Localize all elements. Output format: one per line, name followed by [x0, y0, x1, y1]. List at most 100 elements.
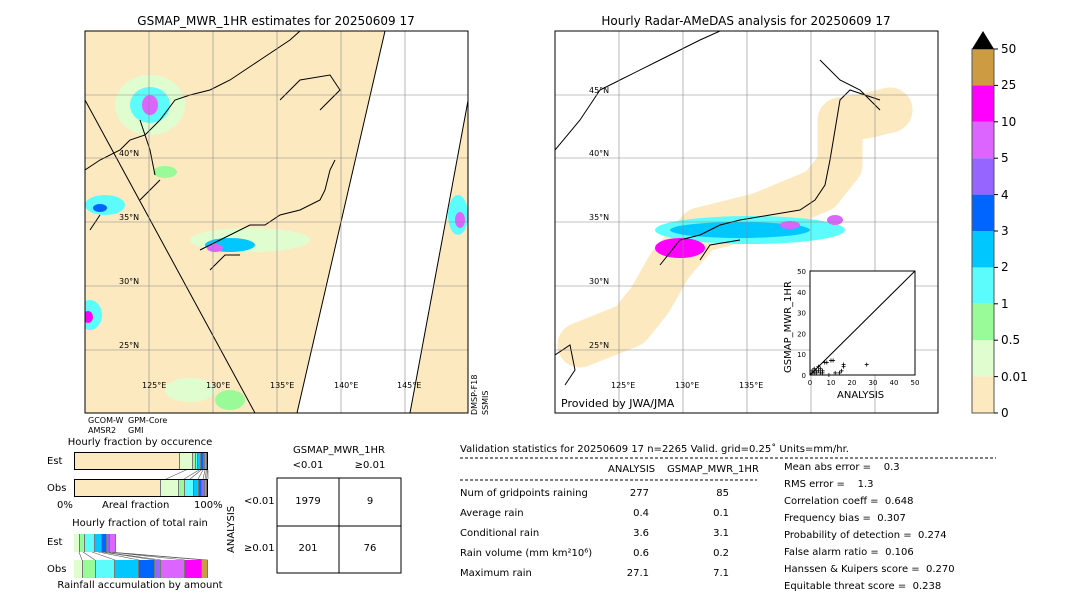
row-label-obs: Obs	[47, 564, 67, 575]
sensor-label: AMSR2	[88, 426, 117, 435]
bar-segment	[205, 453, 207, 469]
colorbar-label: 3	[1001, 224, 1009, 238]
data-credit: Provided by JWA/JMA	[561, 397, 675, 410]
lat-label: 40°N	[119, 149, 140, 158]
bar-segment	[198, 453, 202, 469]
colorbar-band	[972, 85, 994, 122]
side-sensor-label: SSMIS	[481, 390, 490, 416]
bar-connector	[103, 551, 162, 561]
scatter-point	[820, 370, 825, 375]
lat-label: 35°N	[589, 213, 610, 222]
bar-segment	[178, 480, 186, 496]
row-label: ≥0.01	[244, 543, 275, 554]
stat-value: 0.1	[713, 508, 729, 519]
bar-segment	[115, 560, 139, 578]
cell-hit: 76	[363, 543, 377, 554]
x-tick-label: 50	[911, 379, 920, 387]
bar-connector	[82, 551, 96, 561]
colorbar-label: 1	[1001, 296, 1009, 311]
colorbar-band	[972, 231, 994, 268]
cell-correct-negative: 1979	[295, 496, 321, 507]
stats-title: Validation statistics for 20250609 17 n=…	[460, 444, 849, 455]
colorbar-label: 0.01	[1001, 369, 1028, 384]
obs-rain-bar	[74, 560, 208, 578]
colorbar-label: 5	[1001, 151, 1009, 166]
y-tick-label: 10	[797, 351, 806, 359]
bar-segment	[95, 560, 116, 578]
lat-label: 30°N	[119, 277, 140, 286]
lon-label: 135°E	[270, 381, 295, 390]
stat-value: 27.1	[626, 568, 649, 579]
bar-segment	[154, 560, 162, 578]
colorbar-extend-arrow	[972, 31, 994, 49]
bar-connector	[206, 469, 208, 480]
y-tick-label: 20	[797, 330, 806, 338]
stat-value: 0.2	[713, 548, 729, 559]
swath-edge	[85, 99, 256, 413]
right-map-frame	[554, 30, 939, 414]
bar-connector	[183, 469, 200, 480]
colorbar-label: 0	[1001, 406, 1009, 420]
stat-value: 3.1	[713, 528, 729, 539]
lon-label: 145°E	[397, 381, 422, 390]
stat-label: Maximum rain	[460, 568, 532, 579]
bar-segment	[94, 534, 102, 552]
colorbar	[971, 31, 998, 414]
bar-segment	[184, 560, 203, 578]
gridlines	[85, 31, 468, 413]
obs-occurrence-bar	[74, 479, 208, 497]
stat-value: 277	[629, 488, 649, 499]
sensor-label: GPM-Core	[128, 416, 168, 425]
bar-connector	[78, 551, 83, 561]
colorbar-band	[972, 376, 994, 413]
x-tick-label: 20	[848, 379, 857, 387]
contingency-title: GSMAP_MWR_1HR	[293, 445, 385, 456]
bar-segment	[203, 453, 206, 469]
score: False alarm ratio = 0.106	[784, 547, 914, 558]
bar-segment	[138, 560, 155, 578]
bar-segment	[74, 560, 83, 578]
stats-col-header: GSMAP_MWR_1HR	[667, 464, 759, 475]
row-label-est: Est	[47, 537, 63, 548]
score: Mean abs error = 0.3	[784, 462, 900, 473]
bar-segment	[199, 480, 203, 496]
colorbar-band	[972, 49, 994, 86]
right-map-title: Hourly Radar-AMeDAS analysis for 2025060…	[601, 14, 891, 28]
scatter-xlabel: ANALYSIS	[837, 390, 885, 401]
bar-connector	[189, 469, 202, 480]
stat-label: Num of gridpoints raining	[460, 488, 588, 499]
lon-label: 130°E	[206, 381, 231, 390]
scatter-point	[816, 368, 821, 373]
lat-label: 30°N	[589, 277, 610, 286]
scatter-point	[824, 360, 829, 365]
bar-segment	[185, 480, 194, 496]
scatter-point	[839, 368, 844, 373]
colorbar-band	[972, 267, 994, 304]
tick-100: 100%	[194, 500, 223, 511]
scatter-ylabel: GSMAP_MWR_1HR	[783, 281, 794, 373]
bar-segment	[161, 560, 185, 578]
lat-label: 40°N	[589, 149, 610, 158]
bar-segment	[202, 560, 208, 578]
side-sensor-label: DMSP-F18	[470, 374, 479, 415]
x-tick-label: 10	[827, 379, 836, 387]
lat-label: 45°N	[589, 86, 610, 95]
colorbar-band	[972, 303, 994, 341]
stats-col-header: ANALYSIS	[608, 464, 656, 475]
stat-value: 7.1	[713, 568, 729, 579]
bar-connectors	[78, 469, 209, 561]
col-label: ≥0.01	[354, 460, 386, 471]
total-rain-title: Hourly fraction of total rain	[72, 518, 208, 529]
scatter-point	[812, 368, 817, 373]
one-to-one-line	[809, 270, 916, 376]
est-occurrence-bar	[74, 452, 208, 470]
bar-segment	[201, 453, 204, 469]
left-map-frame	[84, 30, 469, 414]
sensor-label: GCOM-W	[88, 416, 124, 425]
bar-connector	[101, 551, 155, 561]
bar-segment	[75, 480, 162, 496]
bar-segment	[195, 453, 199, 469]
colorbar-label: 2	[1001, 260, 1009, 275]
bar-connector	[91, 551, 116, 561]
